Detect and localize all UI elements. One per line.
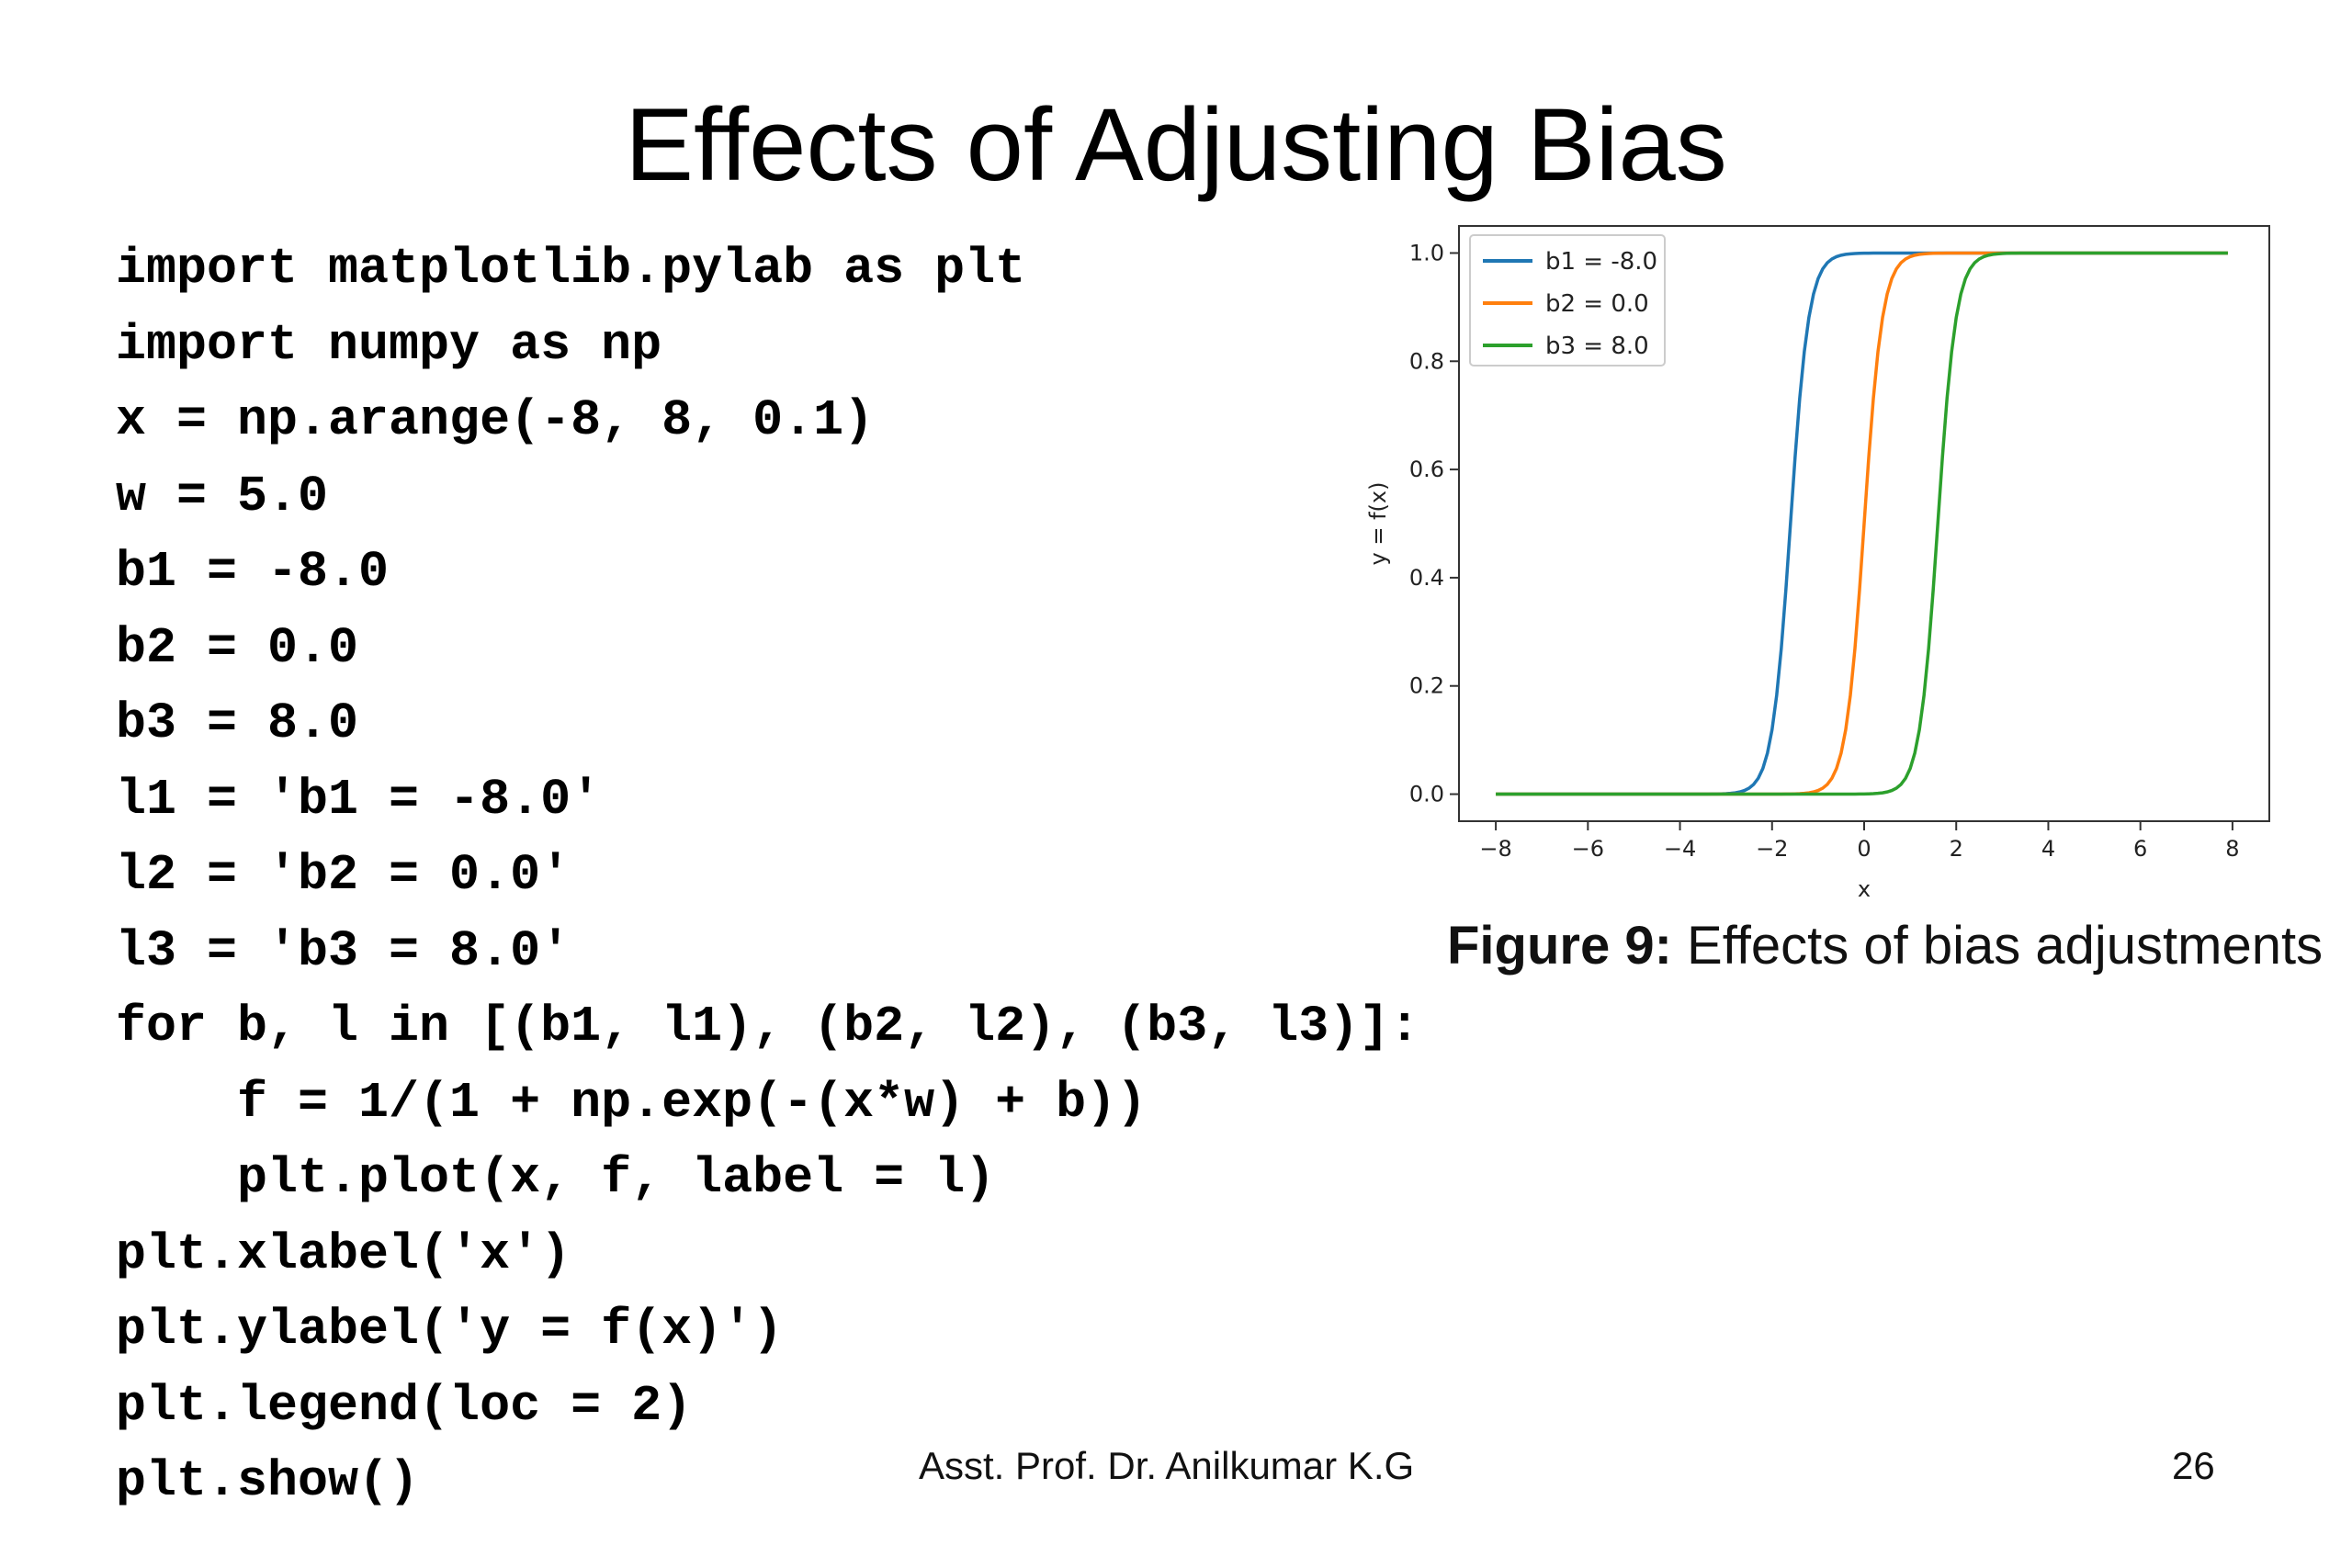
chart-svg: −8 −6 −4 −2 0 2 4 6 8 0.0 0.2 0.4 0.6 0.8 1.0 y = f(x… — [1365, 225, 2270, 902]
x-tick-label: 2 — [1950, 836, 1963, 862]
code-line: import matplotlib.pylab as plt — [116, 240, 1026, 298]
y-tick-label: 0.2 — [1409, 673, 1444, 699]
legend: b1 = -8.0 b2 = 0.0 b3 = 8.0 — [1469, 234, 1666, 367]
legend-entry: b3 = 8.0 — [1545, 333, 1649, 360]
y-tick-label: 0.6 — [1409, 457, 1444, 482]
code-line: b1 = -8.0 — [116, 543, 390, 601]
slide-title: Effects of Adjusting Bias — [625, 87, 1727, 202]
x-axis: −8 −6 −4 −2 0 2 4 6 8 — [1479, 821, 2240, 862]
code-line: f = 1/(1 + np.exp(-(x*w) + b)) — [116, 1073, 1148, 1132]
x-tick-label: 4 — [2041, 836, 2055, 862]
legend-entry: b2 = 0.0 — [1545, 290, 1649, 318]
code-line: b3 = 8.0 — [116, 694, 359, 752]
legend-entry: b1 = -8.0 — [1545, 248, 1657, 276]
x-tick-label: 8 — [2225, 836, 2239, 862]
x-tick-label: −6 — [1572, 836, 1604, 862]
y-tick-label: 0.4 — [1409, 565, 1444, 591]
code-line: plt.legend(loc = 2) — [116, 1376, 693, 1435]
y-axis: 0.0 0.2 0.4 0.6 0.8 1.0 — [1409, 240, 1459, 807]
code-line: x = np.arange(-8, 8, 0.1) — [116, 391, 875, 449]
code-line: for b, l in [(b1, l1), (b2, l2), (b3, l3… — [116, 998, 1420, 1055]
series-line-3 — [1496, 251, 2228, 796]
series-lines — [1496, 251, 2228, 796]
code-line: l1 = 'b1 = -8.0' — [116, 770, 602, 829]
x-tick-label: −2 — [1756, 836, 1788, 862]
x-tick-label: −8 — [1479, 836, 1511, 862]
x-tick-label: 0 — [1857, 836, 1871, 862]
y-tick-label: 1.0 — [1409, 240, 1444, 265]
legend-box — [1469, 234, 1666, 367]
code-line: import numpy as np — [116, 315, 662, 374]
figure-caption-label: Figure 9: — [1447, 916, 1672, 976]
code-line: plt.ylabel('y = f(x)') — [116, 1301, 784, 1359]
y-tick-label: 0.0 — [1409, 782, 1444, 807]
code-block: import matplotlib.pylab as plt import num… — [116, 231, 1419, 1520]
code-line: b2 = 0.0 — [116, 618, 359, 677]
figure-caption-text: Effects of bias adjustments — [1671, 916, 2324, 976]
x-tick-label: −4 — [1664, 836, 1696, 862]
code-line: plt.show() — [116, 1452, 420, 1510]
code-line: plt.plot(x, f, label = l) — [116, 1149, 996, 1207]
footer-author: Asst. Prof. Dr. Anilkumar K.G — [919, 1444, 1415, 1487]
y-tick-label: 0.8 — [1409, 348, 1444, 374]
figure-caption: Figure 9: Effects of bias adjustments — [1447, 909, 2323, 983]
code-line: l3 = 'b3 = 8.0' — [116, 921, 571, 980]
code-line: w = 5.0 — [116, 467, 329, 525]
x-axis-label: x — [1858, 876, 1871, 902]
x-tick-label: 6 — [2133, 836, 2147, 862]
code-line: l2 = 'b2 = 0.0' — [116, 846, 571, 904]
sigmoid-chart: −8 −6 −4 −2 0 2 4 6 8 0.0 0.2 0.4 0.6 0.8 1.0 y = f(x… — [1351, 217, 2288, 906]
code-line: plt.xlabel('x') — [116, 1224, 571, 1283]
page-number: 26 — [2172, 1444, 2215, 1487]
y-axis-label: y = f(x) — [1365, 482, 1391, 566]
